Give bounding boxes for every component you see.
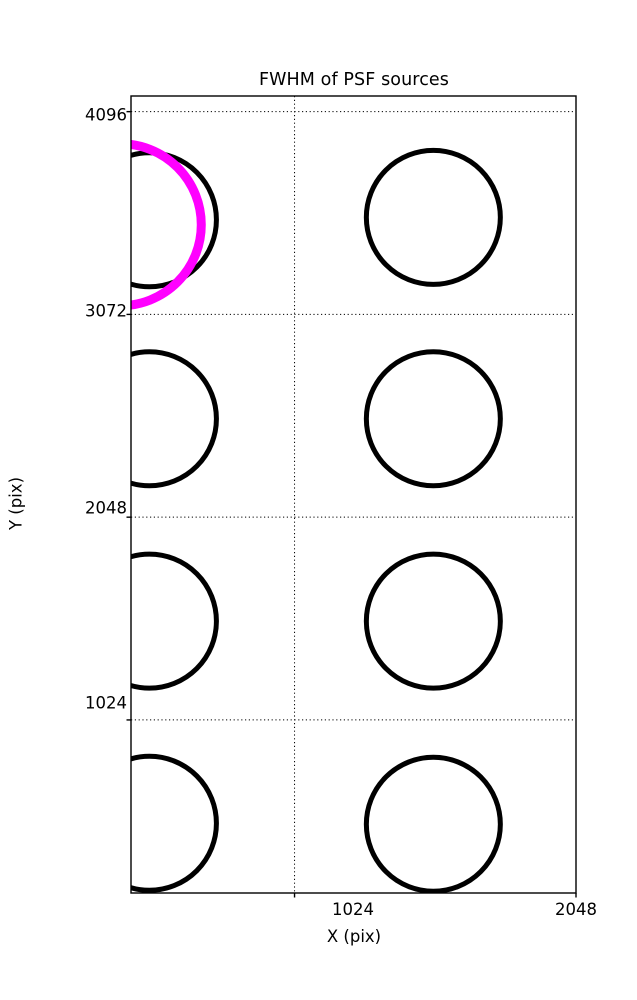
page-title: FWHM of PSF sources <box>258 70 450 90</box>
marker-source-r2c1[interactable] <box>82 349 219 489</box>
y-axis-label: Y (pix) <box>6 476 26 531</box>
xtick-label-1024: 1024 <box>332 900 374 919</box>
marker-source-r4c1[interactable] <box>82 753 219 893</box>
data-markers[interactable] <box>39 139 503 893</box>
marker-source-r3c2[interactable] <box>363 551 503 691</box>
xtick-label-2048: 2048 <box>555 900 597 919</box>
marker-source-highlight[interactable] <box>39 139 206 310</box>
ytick-label-2048: 2048 <box>85 498 127 518</box>
ytick-label-3072: 3072 <box>85 301 127 321</box>
axes-frame <box>130 95 577 894</box>
marker-source-r4c2[interactable] <box>363 754 503 893</box>
ytick-label-1024: 1024 <box>85 693 127 713</box>
tick-marks <box>126 110 577 898</box>
marker-source-r1c2[interactable] <box>363 147 503 287</box>
marker-source-r2c2[interactable] <box>363 349 503 489</box>
x-axis-label: X (pix) <box>326 927 382 946</box>
marker-source-r3c1[interactable] <box>82 551 219 691</box>
ytick-label-4096: 4096 <box>85 105 127 125</box>
